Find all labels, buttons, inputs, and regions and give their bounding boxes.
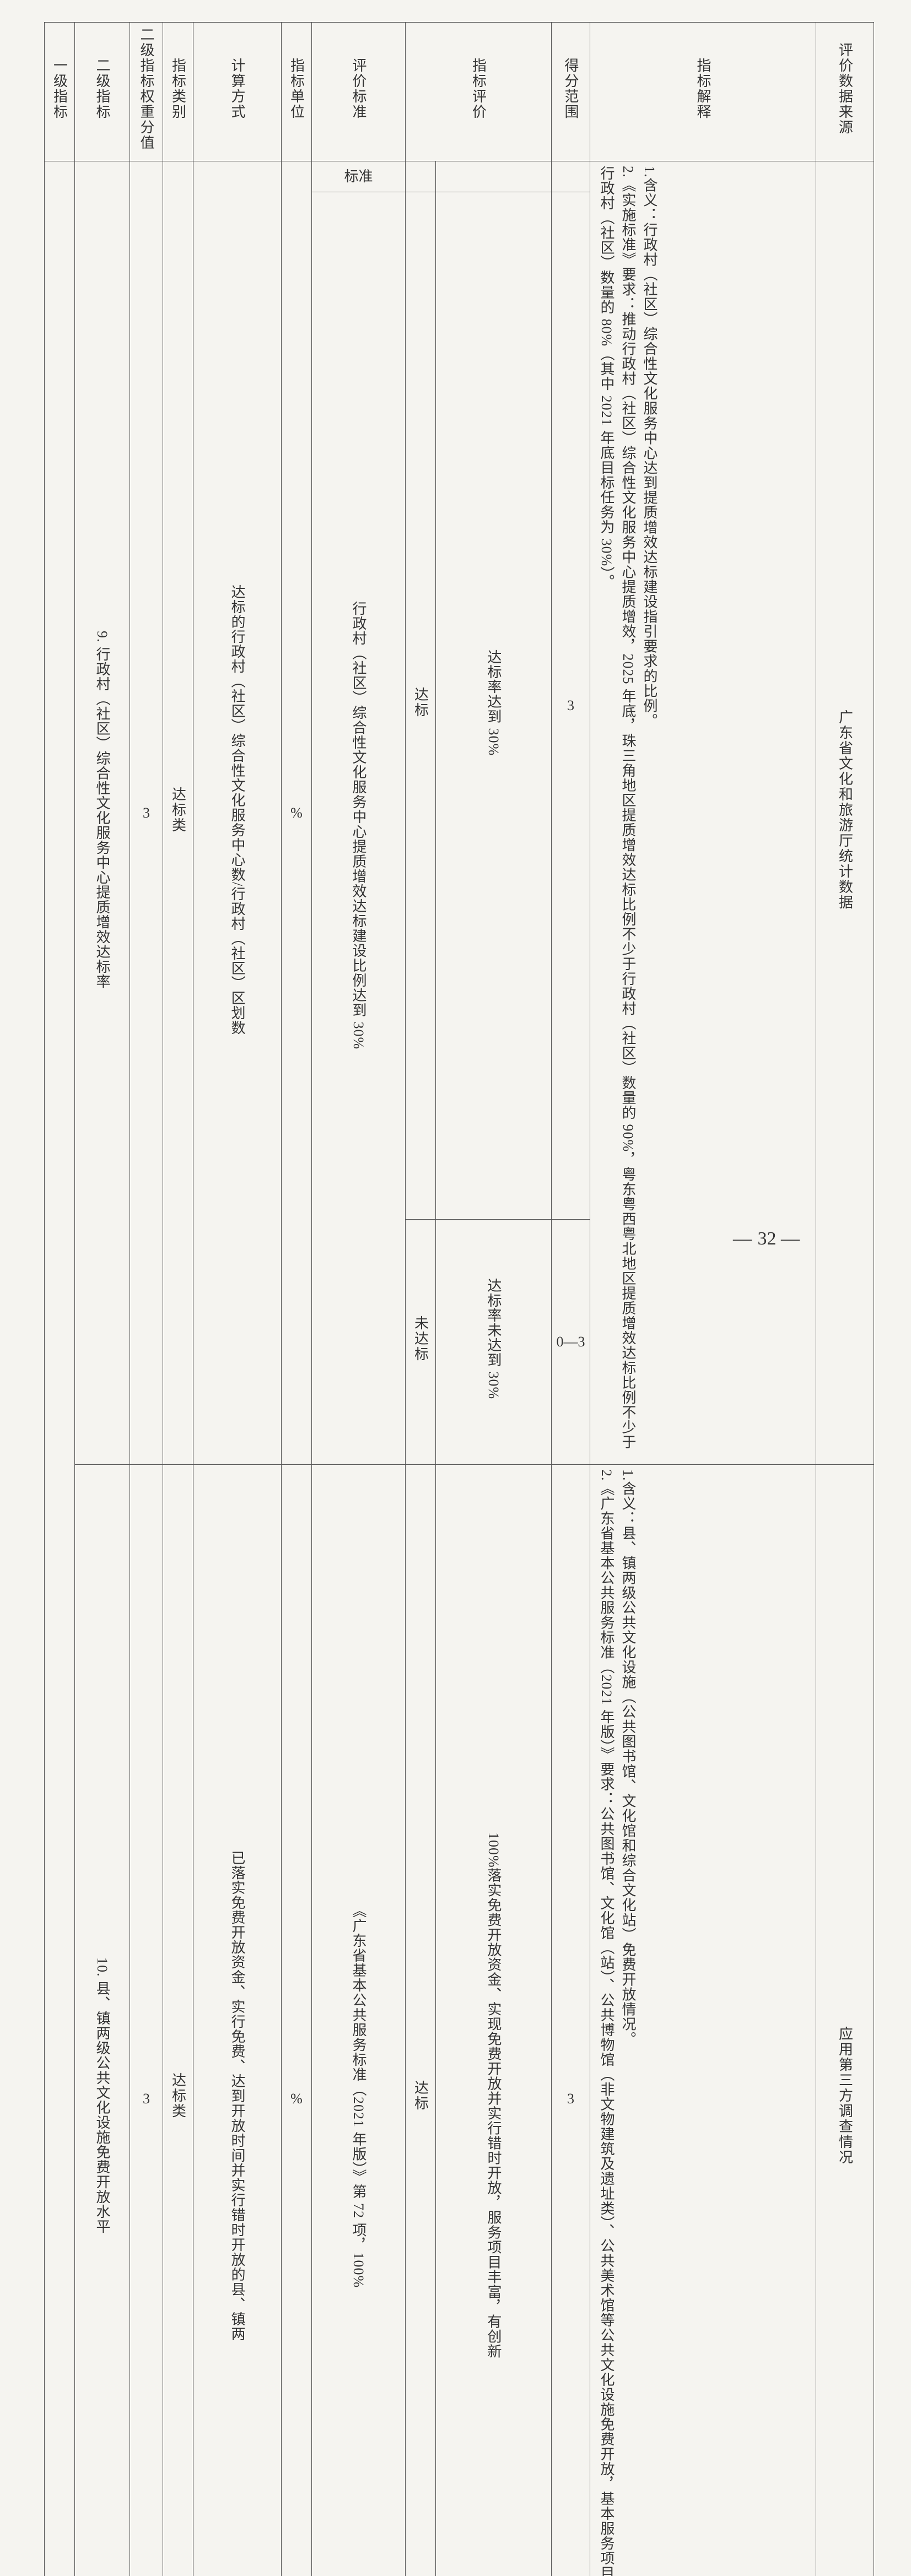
header-calc: 计算方式 [193, 23, 282, 161]
cell-score-da: 3 [552, 192, 590, 1220]
header-eval: 指标评价 [406, 23, 552, 161]
cell-std-10: 《广东省基本公共服务标准（2021 年版）》第 72 项，100% [312, 1465, 406, 2576]
cell-std-label: 标准 [312, 161, 406, 192]
cell-secondary-9: 9. 行政村（社区）综合性文化服务中心提质增效达标率 [75, 161, 130, 1465]
header-weight: 二级指标权重分值 [130, 23, 163, 161]
cell-score-10: 3 [552, 1465, 590, 2576]
cell-status-wei: 未达标 [406, 1219, 436, 1464]
cell-category-10: 达标类 [163, 1465, 193, 2576]
cell-blank [552, 161, 590, 192]
cell-eval-da: 达标率达到 30% [436, 192, 552, 1220]
cell-calc-9: 达标的行政村（社区）综合性文化服务中心数/行政村（社区）区划数 [193, 161, 282, 1465]
header-unit: 指标单位 [282, 23, 312, 161]
cell-unit-10: % [282, 1465, 312, 2576]
table-header-row: 一级指标 二级指标 二级指标权重分值 指标类别 计算方式 指标单位 评价标准 指… [45, 23, 874, 161]
cell-unit-9: % [282, 161, 312, 1465]
cell-explain-9: 1.含义：行政村（社区）综合性文化服务中心达到提质增效达标建设指引要求的比例。 … [590, 161, 816, 1465]
cell-weight-9: 3 [130, 161, 163, 1465]
cell-calc-10: 已落实免费开放资金、实行免费、达到开放时间并实行错时开放的县、镇两 [193, 1465, 282, 2576]
header-std: 评价标准 [312, 23, 406, 161]
header-score: 得分范围 [552, 23, 590, 161]
cell-blank [406, 161, 436, 192]
cell-source-9: 广东省文化和旅游厅统计数据 [816, 161, 874, 1465]
cell-category-9: 达标类 [163, 161, 193, 1465]
table-row: 9. 行政村（社区）综合性文化服务中心提质增效达标率 3 达标类 达标的行政村（… [45, 161, 874, 192]
cell-eval-10: 100%落实免费开放资金、实现免费开放并实行错时开放，服务项目丰富，有创新 [436, 1465, 552, 2576]
cell-eval-wei: 达标率未达到 30% [436, 1219, 552, 1464]
cell-blank [436, 161, 552, 192]
cell-score-wei: 0—3 [552, 1219, 590, 1464]
cell-source-10: 应用第三方调查情况 [816, 1465, 874, 2576]
cell-secondary-10: 10. 县、镇两级公共文化设施免费开放水平 [75, 1465, 130, 2576]
table-row: 10. 县、镇两级公共文化设施免费开放水平 3 达标类 已落实免费开放资金、实行… [45, 1465, 874, 2576]
cell-status-da: 达标 [406, 192, 436, 1220]
evaluation-table: 一级指标 二级指标 二级指标权重分值 指标类别 计算方式 指标单位 评价标准 指… [44, 22, 874, 2576]
cell-std-9: 行政村（社区）综合性文化服务中心提质增效达标建设比例达到 30% [312, 192, 406, 1465]
header-primary: 一级指标 [45, 23, 75, 161]
cell-weight-10: 3 [130, 1465, 163, 2576]
page-number: — 32 — [733, 1229, 801, 1249]
cell-primary-blank [45, 161, 75, 2576]
header-source: 评价数据来源 [816, 23, 874, 161]
header-explain: 指标解释 [590, 23, 816, 161]
header-secondary: 二级指标 [75, 23, 130, 161]
header-category: 指标类别 [163, 23, 193, 161]
cell-explain-10: 1.含义：县、镇两级公共文化设施（公共图书馆、文化馆和综合文化站）免费开放情况。… [590, 1465, 816, 2576]
cell-status-10: 达标 [406, 1465, 436, 2576]
